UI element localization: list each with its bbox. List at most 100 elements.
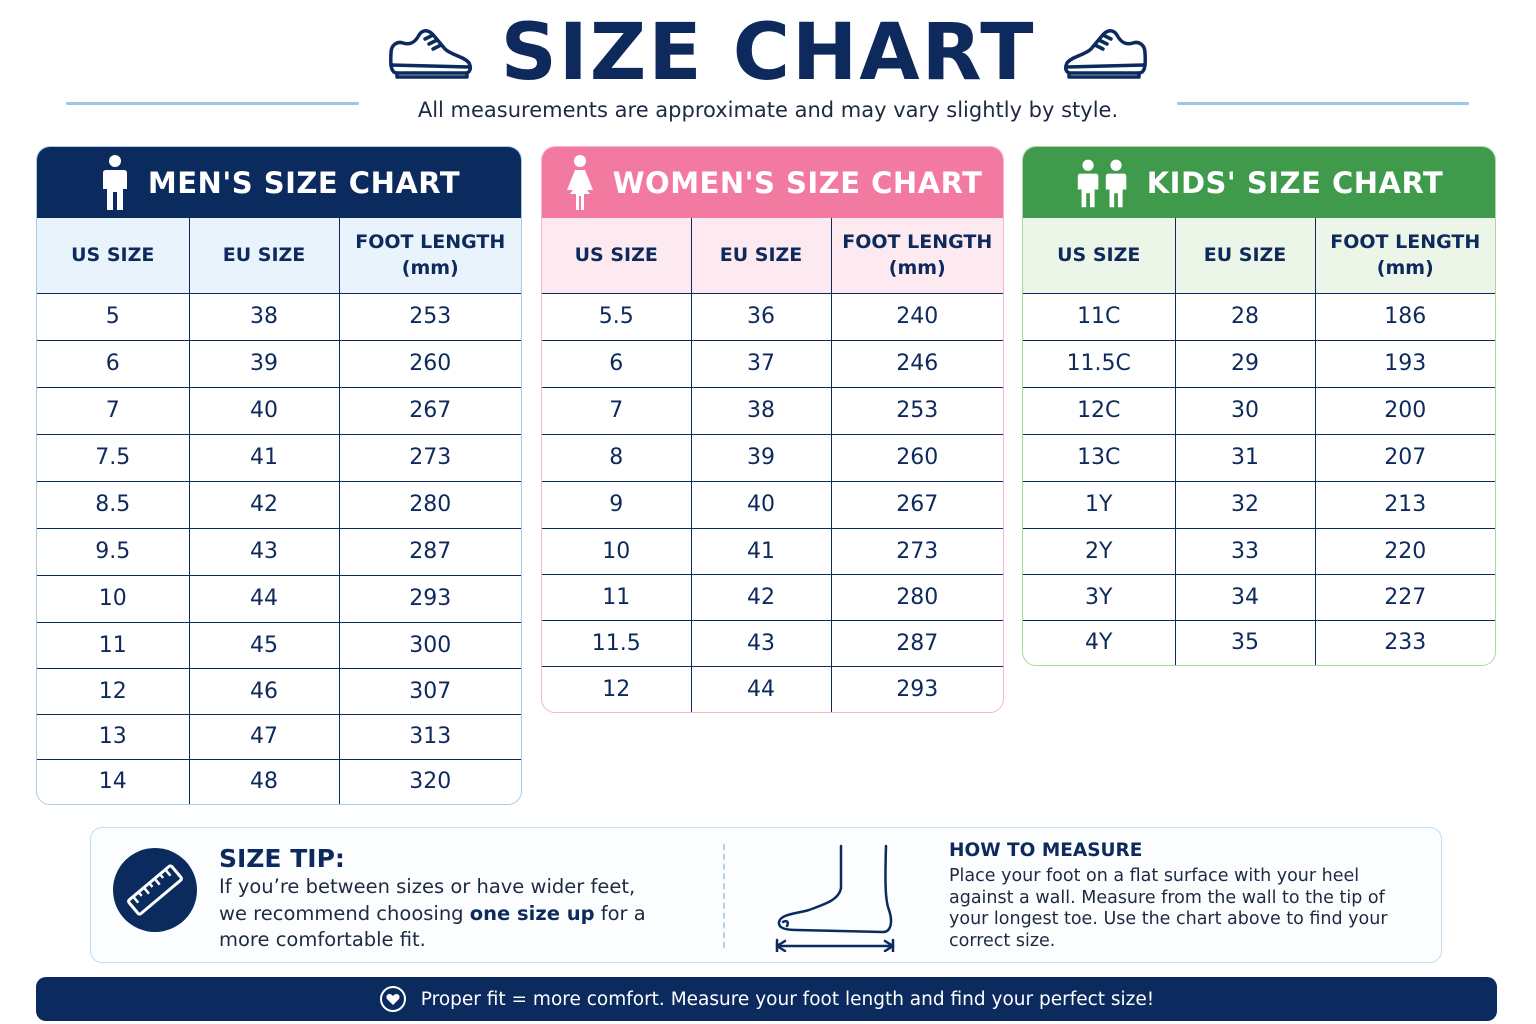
foot-length-cell: 267 xyxy=(338,386,521,434)
column-header: FOOT LENGTH (mm) xyxy=(1314,218,1495,293)
us-size-cell: 9 xyxy=(542,480,691,528)
us-size-cell: 12 xyxy=(37,667,189,714)
foot-length-cell: 260 xyxy=(338,339,521,387)
mens-table: US SIZE EU SIZE FOOT LENGTH (mm) 5 38 253 6… xyxy=(37,218,521,804)
eu-size-cell: 48 xyxy=(188,758,339,804)
eu-size-cell: 44 xyxy=(690,665,831,712)
foot-length-cell: 287 xyxy=(830,619,1003,666)
foot-length-cell: 320 xyxy=(338,758,521,804)
table-row: 10 44 293 xyxy=(37,574,521,622)
foot-length-cell: 227 xyxy=(1314,573,1495,620)
how-to-measure-title: HOW TO MEASURE xyxy=(949,840,1143,861)
table-header-row: US SIZE EU SIZE FOOT LENGTH (mm) xyxy=(1023,218,1495,293)
foot-length-cell: 200 xyxy=(1314,386,1495,434)
foot-length-cell: 273 xyxy=(338,433,521,481)
us-size-cell: 8.5 xyxy=(37,480,189,528)
eu-size-cell: 32 xyxy=(1174,480,1315,528)
mens-size-card: MEN'S SIZE CHART US SIZE EU SIZE FOOT LE… xyxy=(36,146,522,805)
table-row: 11.5C 29 193 xyxy=(1023,339,1495,387)
kids-table: US SIZE EU SIZE FOOT LENGTH (mm) 11C 28 18… xyxy=(1023,218,1495,665)
sneaker-icon xyxy=(388,29,472,79)
eu-size-cell: 46 xyxy=(188,667,339,714)
us-size-cell: 12C xyxy=(1023,386,1175,434)
woman-icon xyxy=(566,154,593,210)
foot-length-cell: 300 xyxy=(338,621,521,668)
footer-text: Proper fit = more comfort. Measure your … xyxy=(420,988,1155,1010)
foot-measure-icon xyxy=(775,844,895,952)
eu-size-cell: 40 xyxy=(188,386,339,434)
table-row: 11.5 43 287 xyxy=(542,619,1003,666)
mens-banner: MEN'S SIZE CHART xyxy=(37,147,521,218)
foot-length-cell: 280 xyxy=(830,573,1003,620)
foot-length-cell: 220 xyxy=(1314,527,1495,574)
man-icon xyxy=(102,154,127,210)
table-row: 3Y 34 227 xyxy=(1023,573,1495,620)
title-row: SIZE CHART xyxy=(0,8,1536,98)
table-row: 6 37 246 xyxy=(542,339,1003,387)
divider-rule xyxy=(1177,102,1469,105)
mens-title: MEN'S SIZE CHART xyxy=(147,165,461,200)
column-header: US SIZE xyxy=(37,218,189,293)
table-row: 5 38 253 xyxy=(37,292,521,340)
eu-size-cell: 38 xyxy=(188,292,339,340)
eu-size-cell: 37 xyxy=(690,339,831,387)
eu-size-cell: 34 xyxy=(1174,573,1315,620)
eu-size-cell: 36 xyxy=(690,292,831,340)
how-to-measure-text: Place your foot on a flat surface with y… xyxy=(949,866,1388,951)
table-row: 14 48 320 xyxy=(37,758,521,804)
ruler-icon xyxy=(113,848,197,932)
us-size-cell: 8 xyxy=(542,433,691,481)
column-header: EU SIZE xyxy=(1174,218,1315,293)
size-tip-text-part: If you’re between sizes or have wider fe… xyxy=(219,875,636,925)
eu-size-cell: 39 xyxy=(690,433,831,481)
us-size-cell: 11 xyxy=(37,621,189,668)
table-row: 6 39 260 xyxy=(37,339,521,387)
foot-length-cell: 307 xyxy=(338,667,521,714)
us-size-cell: 5.5 xyxy=(542,292,691,340)
table-row: 7.5 41 273 xyxy=(37,433,521,481)
column-header: FOOT LENGTH (mm) xyxy=(338,218,521,293)
eu-size-cell: 33 xyxy=(1174,527,1315,574)
us-size-cell: 2Y xyxy=(1023,527,1175,574)
eu-size-cell: 47 xyxy=(188,713,339,759)
foot-length-cell: 280 xyxy=(338,480,521,528)
column-header: US SIZE xyxy=(1023,218,1175,293)
foot-length-cell: 246 xyxy=(830,339,1003,387)
table-row: 12 46 307 xyxy=(37,667,521,714)
us-size-cell: 10 xyxy=(37,574,189,622)
womens-size-card: WOMEN'S SIZE CHART US SIZE EU SIZE FOOT … xyxy=(541,146,1004,713)
foot-length-cell: 267 xyxy=(830,480,1003,528)
table-header-row: US SIZE EU SIZE FOOT LENGTH (mm) xyxy=(542,218,1003,293)
us-size-cell: 1Y xyxy=(1023,480,1175,528)
eu-size-cell: 42 xyxy=(188,480,339,528)
womens-banner: WOMEN'S SIZE CHART xyxy=(542,147,1003,218)
foot-length-cell: 186 xyxy=(1314,292,1495,340)
table-row: 10 41 273 xyxy=(542,527,1003,574)
column-header: US SIZE xyxy=(542,218,691,293)
divider-rule xyxy=(66,102,359,105)
eu-size-cell: 41 xyxy=(188,433,339,481)
size-tip-text: If you’re between sizes or have wider fe… xyxy=(219,874,649,954)
table-header-row: US SIZE EU SIZE FOOT LENGTH (mm) xyxy=(37,218,521,293)
kids-title: KIDS' SIZE CHART xyxy=(1146,165,1444,200)
foot-length-cell: 293 xyxy=(830,665,1003,712)
dashed-divider xyxy=(723,844,725,948)
table-row: 12 44 293 xyxy=(542,665,1003,712)
header: SIZE CHART All measurements are approxim… xyxy=(0,0,1536,140)
table-row: 9 40 267 xyxy=(542,480,1003,528)
foot-length-cell: 273 xyxy=(830,527,1003,574)
kids-banner: KIDS' SIZE CHART xyxy=(1023,147,1495,218)
eu-size-cell: 38 xyxy=(690,386,831,434)
eu-size-cell: 44 xyxy=(188,574,339,622)
table-row: 12C 30 200 xyxy=(1023,386,1495,434)
table-row: 4Y 35 233 xyxy=(1023,619,1495,665)
table-row: 5.5 36 240 xyxy=(542,292,1003,340)
table-row: 1Y 32 213 xyxy=(1023,480,1495,528)
us-size-cell: 4Y xyxy=(1023,619,1175,665)
eu-size-cell: 35 xyxy=(1174,619,1315,665)
page-subtitle: All measurements are approximate and may… xyxy=(417,98,1119,122)
eu-size-cell: 45 xyxy=(188,621,339,668)
us-size-cell: 6 xyxy=(542,339,691,387)
eu-size-cell: 40 xyxy=(690,480,831,528)
us-size-cell: 5 xyxy=(37,292,189,340)
